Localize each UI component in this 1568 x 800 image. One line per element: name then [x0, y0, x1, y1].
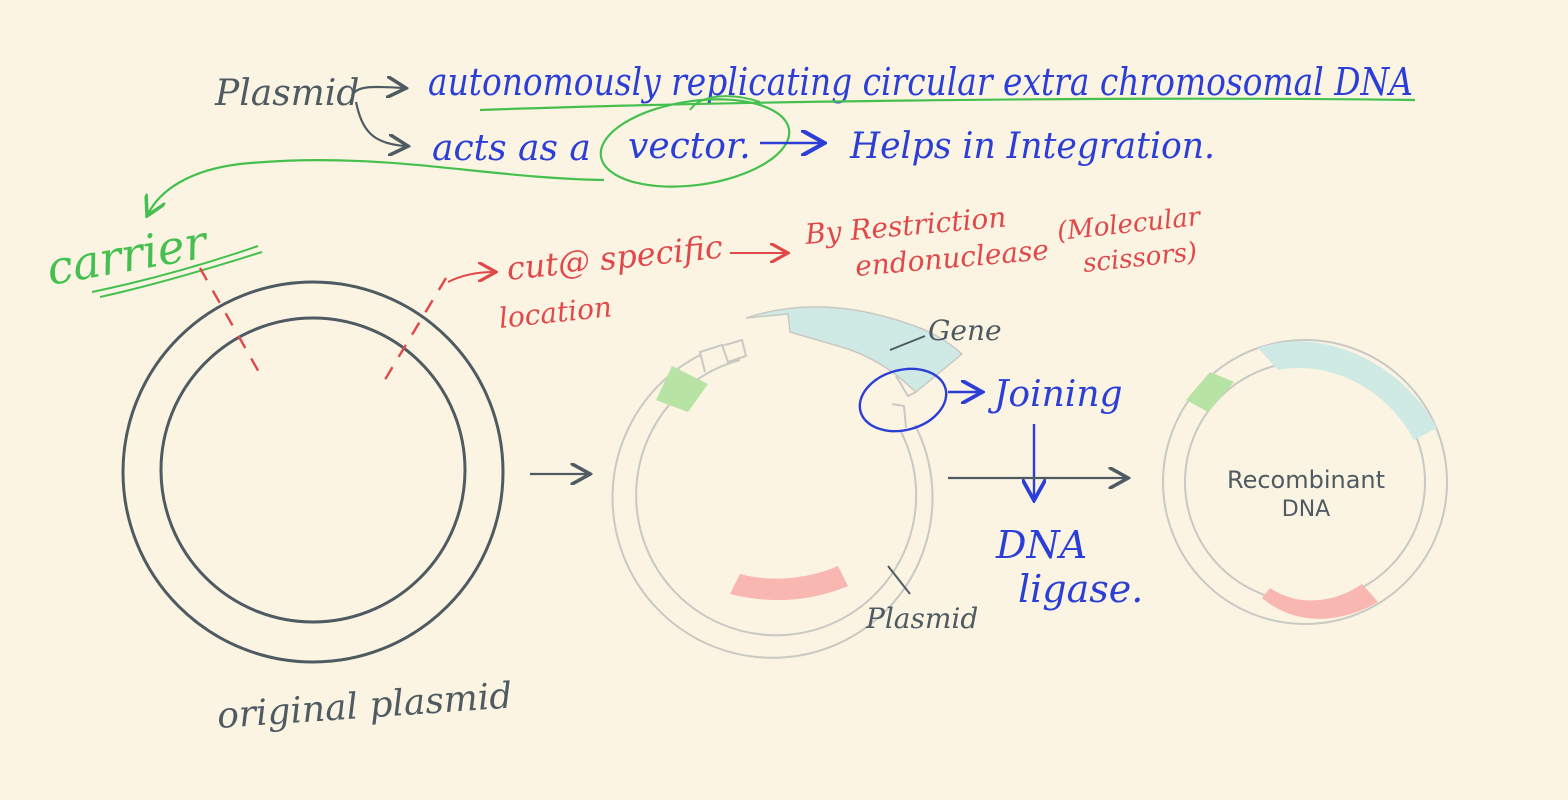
marker-segment-green [656, 366, 708, 412]
vector-loop [689, 95, 761, 111]
plasmid-label: Plasmid [865, 602, 978, 635]
original-plasmid-label: original plasmid [216, 675, 514, 737]
sticky-end-right [895, 375, 917, 398]
joining-text: Joining [987, 374, 1123, 415]
original-plasmid-outer-ring [121, 280, 505, 664]
vector-circle [599, 98, 791, 188]
vector-word: vector. [628, 126, 751, 167]
branch-arrow-upper [350, 87, 404, 96]
cut-plasmid [611, 306, 964, 659]
definition-underline [479, 97, 1416, 112]
cut-text-line2: location [497, 290, 613, 335]
ligase-line2: ligase. [1018, 567, 1143, 611]
gene-leader-line [889, 335, 926, 351]
sticky-end-plasmid [891, 403, 907, 429]
original-plasmid [121, 267, 505, 664]
recombinant-label-line2: DNA [1282, 497, 1330, 522]
recombinant-red-segment [1262, 584, 1378, 619]
integration-text: Helps in Integration. [849, 126, 1215, 167]
ligase-line1: DNA [995, 523, 1087, 567]
branch-arrow-lower [354, 101, 406, 146]
vector-line-prefix: acts as a [432, 128, 591, 169]
recombinant-label-line1: Recombinant [1227, 466, 1385, 494]
carrier-arrow [148, 158, 605, 214]
scissors-line2: scissors) [1082, 237, 1199, 279]
plasmid-heading: Plasmid [214, 73, 359, 114]
recombinant-green-segment [1186, 372, 1234, 412]
gene-insert [745, 306, 964, 393]
cut-site-right [378, 277, 448, 389]
cut-plasmid-outer-ring [611, 344, 934, 659]
cut-text-line1: cut@ specific [505, 227, 725, 287]
recombinant-outer-ring [1162, 339, 1448, 625]
cut-plasmid-inner-ring [635, 359, 918, 637]
original-plasmid-inner-ring [159, 316, 467, 624]
plasmid-definition: autonomously replicating circular extra … [428, 60, 1413, 104]
sticky-end-left [698, 338, 748, 373]
recombinant-plasmid [1162, 339, 1448, 625]
cut-arrow [447, 272, 494, 283]
gene-label: Gene [928, 314, 1002, 347]
recombinant-gene-segment [1258, 341, 1437, 440]
joining-circle [858, 367, 948, 433]
cut-site-left [198, 267, 262, 375]
carrier-underline [91, 245, 263, 298]
marker-segment-red [730, 566, 848, 601]
plasmid-leader-line [887, 565, 911, 595]
